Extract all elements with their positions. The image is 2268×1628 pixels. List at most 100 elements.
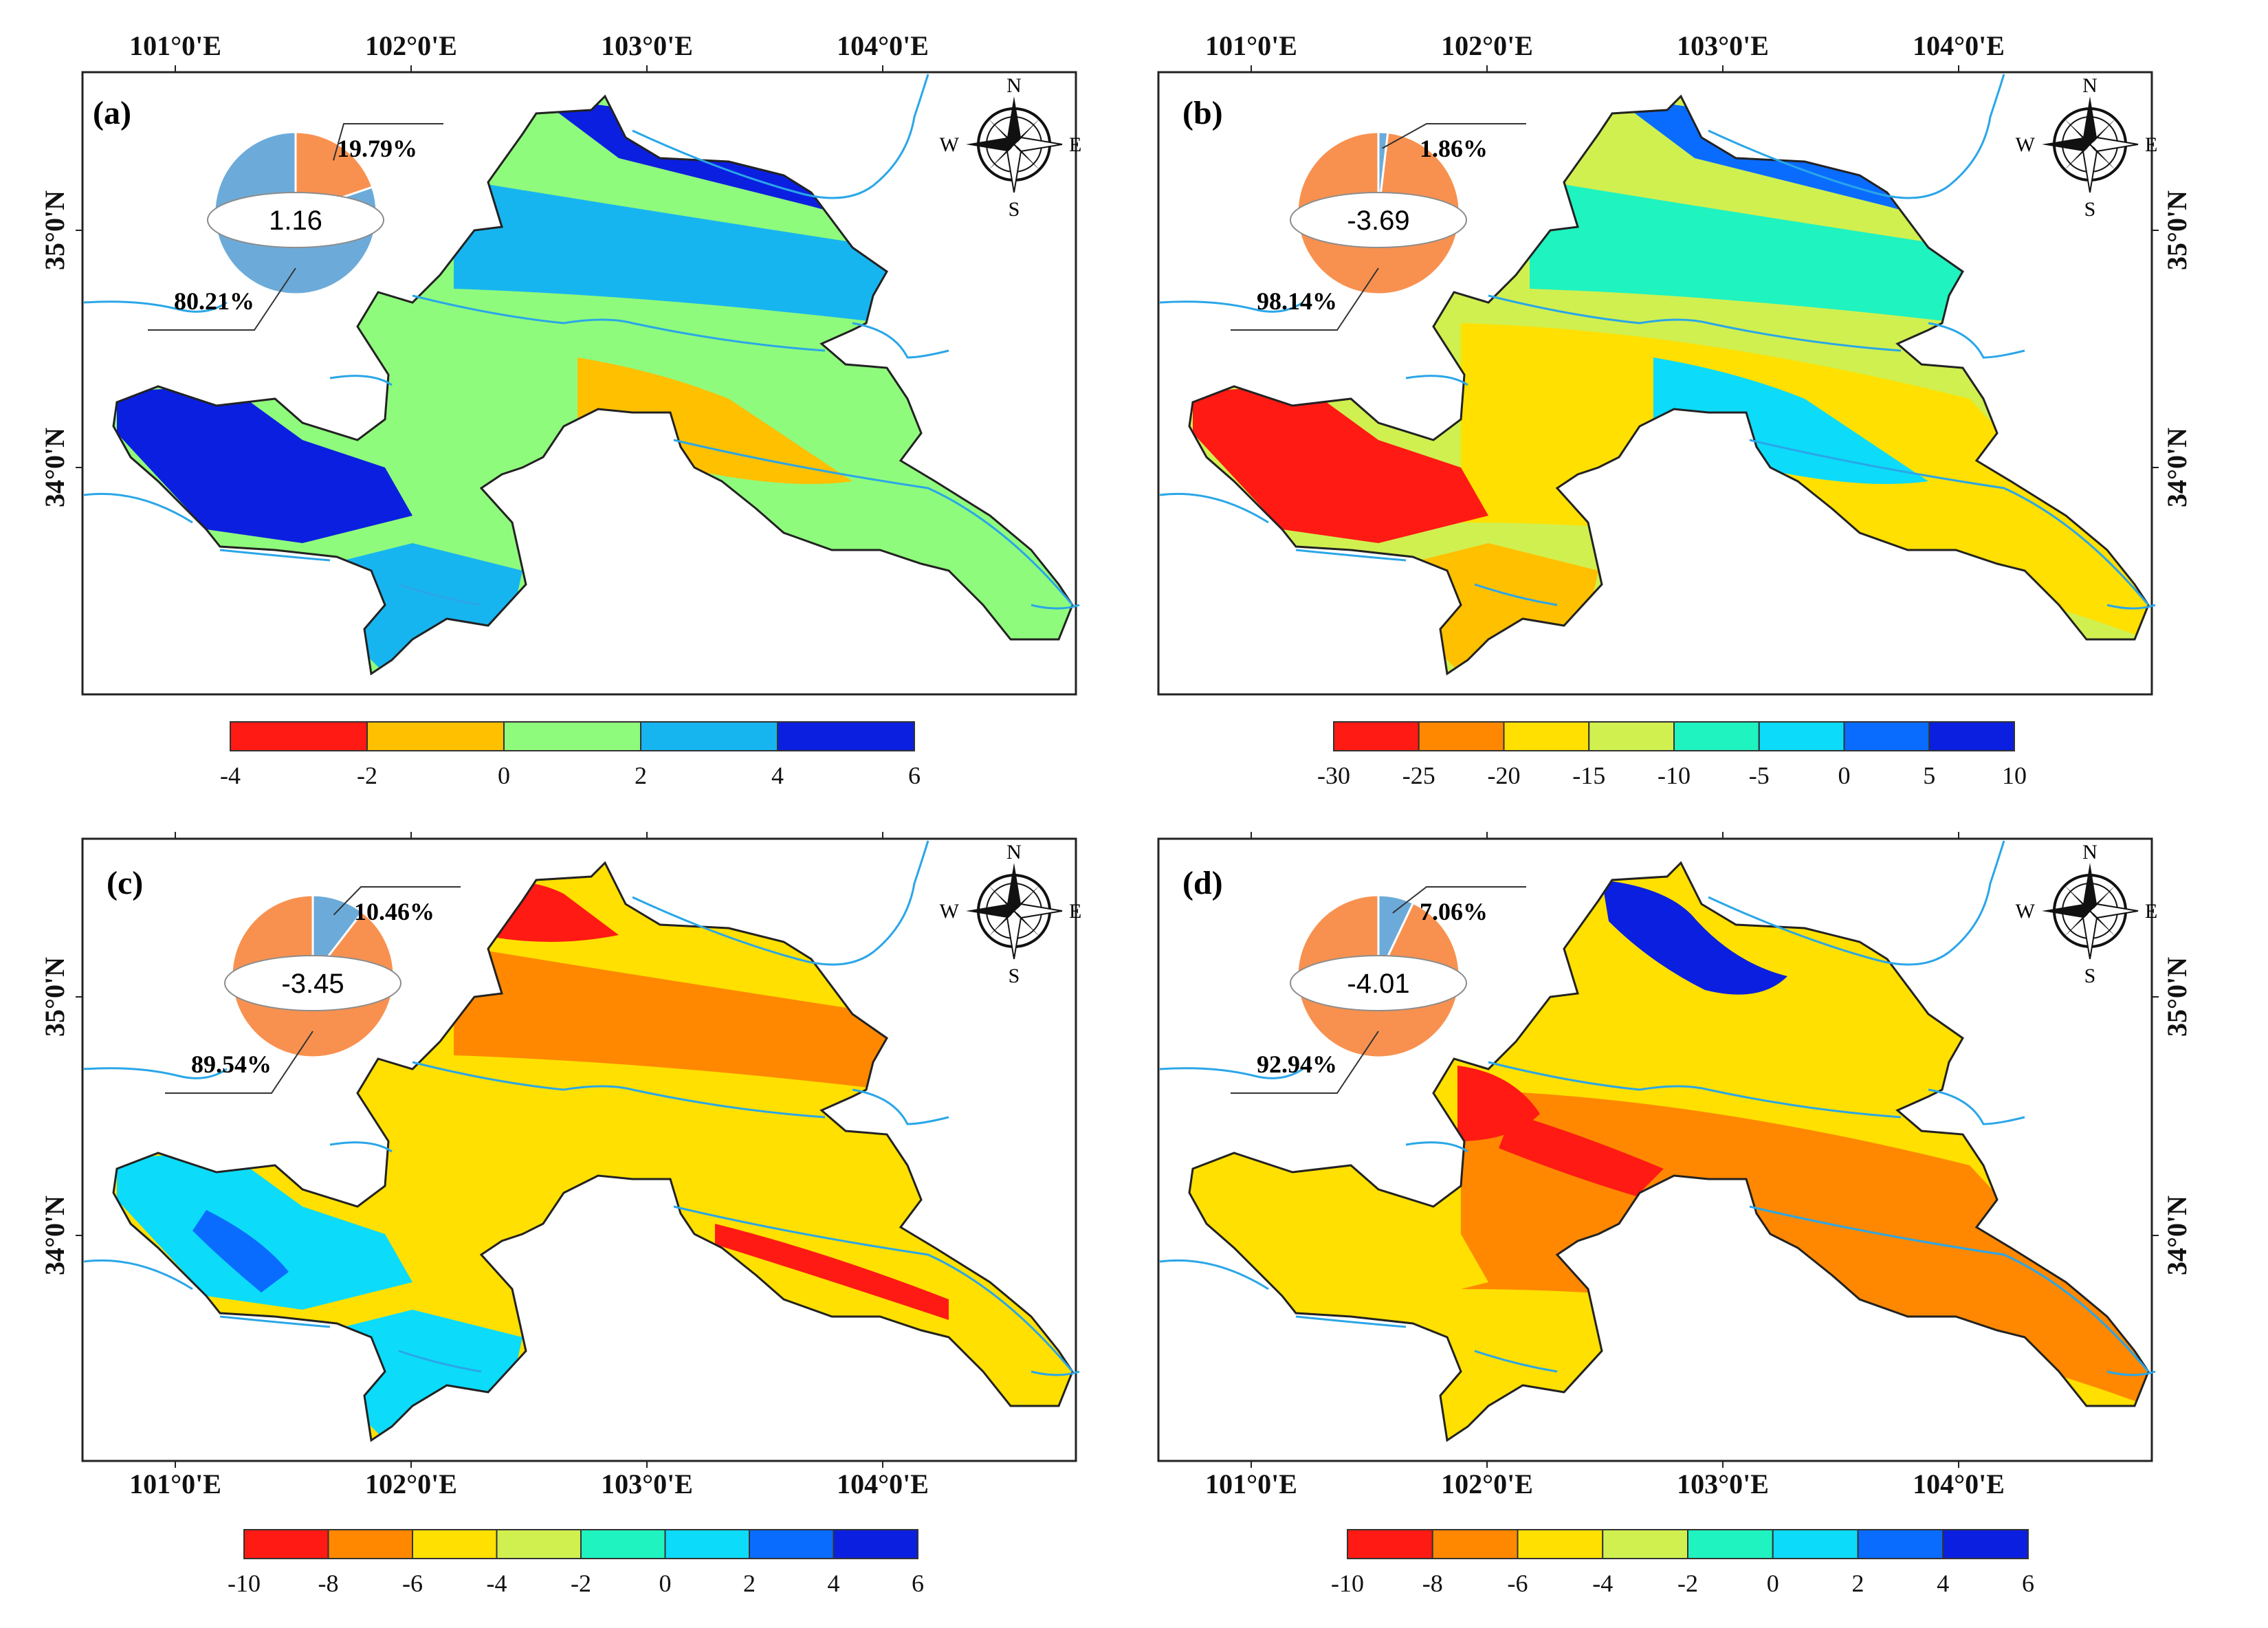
river: [1031, 604, 1080, 610]
river: [1159, 492, 1269, 524]
compass-rose: N S E W: [940, 841, 1082, 987]
legend-tick-label: 6: [2022, 1570, 2034, 1597]
basin-outline: [112, 94, 1074, 676]
river: [1708, 74, 2005, 199]
panel-label: (d): [1182, 865, 1223, 901]
river: [673, 439, 1074, 606]
raster-zone: [715, 1224, 949, 1320]
lat-labels-right: 35°0'N 34°0'N: [2152, 957, 2192, 1275]
legend-tick-label: 10: [2002, 762, 2027, 789]
river: [329, 375, 393, 386]
river: [1031, 1370, 1080, 1376]
lon-label: 102°0'E: [365, 30, 457, 61]
legend-tick-label: 0: [498, 762, 510, 789]
compass-star: [2090, 144, 2116, 170]
map-frame: [81, 837, 1077, 1462]
compass-star: [1014, 885, 1040, 911]
compass-star: [2082, 910, 2098, 960]
pie-center-ellipse: [1290, 955, 1467, 1011]
legend-tick-label: 0: [1767, 1570, 1779, 1597]
legend-swatch: [230, 721, 368, 751]
legend-swatch: [580, 1529, 666, 1559]
basin-outline: [112, 861, 1074, 1442]
pie-small-pct: 10.46%: [354, 898, 434, 925]
lat-labels-right: 35°0'N 34°0'N: [2152, 190, 2192, 507]
river: [2106, 604, 2156, 610]
compass-rose: N S E W: [940, 74, 1082, 221]
compass-star: [988, 885, 1014, 911]
river: [1488, 294, 1902, 352]
pie-center-value: -4.01: [1347, 969, 1409, 999]
river: [1159, 1259, 1269, 1290]
legend-tick-label: -4: [487, 1570, 507, 1597]
lat-label: 35°0'N: [39, 190, 70, 270]
lat-labels-left: 35°0'N 34°0'N: [39, 190, 82, 507]
compass-star: [966, 138, 1014, 151]
lon-label: 103°0'E: [601, 30, 693, 61]
river: [329, 1141, 393, 1153]
lat-label: 35°0'N: [2161, 957, 2192, 1037]
map-frame: [1157, 837, 2153, 1462]
compass-w: W: [2016, 133, 2036, 156]
river: [398, 1350, 482, 1373]
color-legend: -30 -25 -20 -15 -10 -5 0 5 10: [1317, 721, 2027, 789]
leader-line: [1231, 267, 1379, 331]
river: [673, 1205, 1074, 1372]
raster-zone: [1602, 880, 1787, 995]
compass-star: [2090, 885, 2116, 911]
pie-chart: -4.01 7.06% 92.94%: [1231, 886, 1526, 1094]
legend-tick-label: 5: [1923, 762, 1935, 789]
river: [1405, 1141, 1468, 1153]
compass-star: [2064, 885, 2090, 911]
leader-line: [165, 1031, 313, 1094]
legend-swatch: [412, 1529, 498, 1559]
legend-swatch: [1772, 1529, 1859, 1559]
river: [1928, 1088, 2025, 1125]
compass-star: [988, 118, 1014, 144]
legend-tick-label: 0: [659, 1570, 672, 1597]
color-legend: -10 -8 -6 -4 -2 0 2 4 6: [1331, 1529, 2034, 1597]
legend-tick-label: -10: [228, 1570, 261, 1597]
legend-tick-label: -6: [1508, 1570, 1528, 1597]
pie-center-ellipse: [224, 955, 401, 1011]
compass-w: W: [940, 900, 960, 923]
lat-label: 35°0'N: [39, 957, 70, 1037]
compass-star: [1014, 144, 1040, 170]
lon-label: 101°0'E: [129, 30, 221, 61]
raster-zone: [117, 1152, 412, 1310]
compass-s: S: [1009, 198, 1020, 221]
lat-label: 34°0'N: [39, 1196, 70, 1275]
legend-swatch: [1418, 721, 1505, 751]
lon-labels-top: 101°0'E 102°0'E 103°0'E 104°0'E: [129, 30, 929, 72]
river: [1749, 1205, 2150, 1372]
compass-star: [988, 144, 1014, 170]
compass-s: S: [1009, 965, 1020, 987]
legend-tick-label: -10: [1331, 1570, 1364, 1597]
legend-tick-label: 6: [912, 1570, 924, 1597]
legend-tick-label: -6: [402, 1570, 423, 1597]
raster-layer: [1189, 863, 2148, 1440]
river: [1295, 1315, 1407, 1328]
lon-label: 101°0'E: [1205, 30, 1297, 61]
map-frame: [81, 71, 1077, 696]
compass-w: W: [940, 133, 960, 156]
river: [1928, 322, 2025, 359]
legend-swatch: [1928, 721, 2015, 751]
lon-label: 102°0'E: [365, 1468, 457, 1499]
leader-line: [148, 267, 296, 331]
compass-star: [2064, 144, 2090, 170]
compass-n: N: [2082, 74, 2098, 97]
legend-swatch: [640, 721, 778, 751]
legend-swatch: [1347, 1529, 1433, 1559]
legend-swatch: [1687, 1529, 1774, 1559]
basin-outline: [1188, 94, 2150, 676]
legend-swatch: [1517, 1529, 1604, 1559]
leader-line: [333, 886, 461, 916]
legend-tick-label: -2: [357, 762, 377, 789]
compass-n: N: [1006, 74, 1022, 97]
compass-e: E: [1069, 133, 1081, 156]
compass-star: [2083, 96, 2097, 144]
river: [412, 1061, 826, 1119]
